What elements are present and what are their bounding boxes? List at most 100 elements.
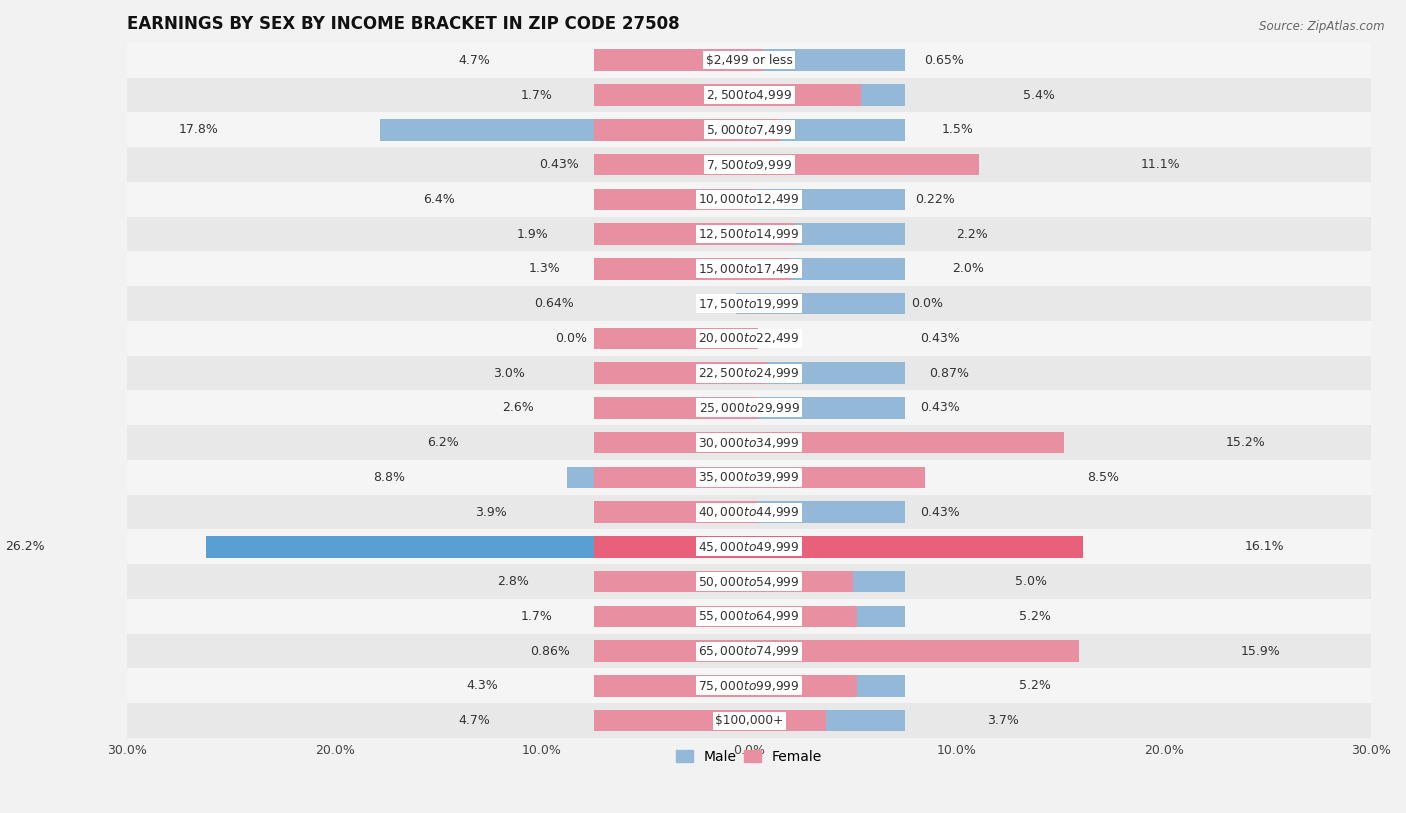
Bar — [740, 154, 904, 176]
Bar — [128, 564, 1371, 599]
Text: 15.2%: 15.2% — [1226, 436, 1265, 449]
Bar — [128, 217, 1371, 251]
Bar — [128, 599, 1371, 633]
Text: $25,000 to $29,999: $25,000 to $29,999 — [699, 401, 800, 415]
Text: $50,000 to $54,999: $50,000 to $54,999 — [699, 575, 800, 589]
Text: 17.8%: 17.8% — [179, 124, 218, 137]
Bar — [593, 710, 825, 732]
Bar — [723, 258, 904, 280]
Bar — [593, 606, 858, 627]
Text: 15.9%: 15.9% — [1240, 645, 1281, 658]
Bar — [620, 432, 904, 454]
Bar — [668, 502, 904, 523]
Bar — [128, 494, 1371, 529]
Text: $12,500 to $14,999: $12,500 to $14,999 — [699, 227, 800, 241]
Text: 0.0%: 0.0% — [555, 332, 588, 345]
Bar — [128, 668, 1371, 703]
Text: 2.8%: 2.8% — [498, 575, 530, 588]
Bar — [593, 641, 1078, 662]
Text: $75,000 to $99,999: $75,000 to $99,999 — [699, 679, 800, 693]
Text: 1.9%: 1.9% — [516, 228, 548, 241]
Bar — [593, 571, 853, 593]
Text: 4.7%: 4.7% — [458, 54, 491, 67]
Text: 1.3%: 1.3% — [529, 263, 561, 276]
Text: Source: ZipAtlas.com: Source: ZipAtlas.com — [1260, 20, 1385, 33]
Bar — [567, 467, 904, 488]
Bar — [593, 85, 860, 106]
Text: 3.9%: 3.9% — [475, 506, 506, 519]
Text: $7,500 to $9,999: $7,500 to $9,999 — [706, 158, 792, 172]
Bar — [593, 502, 758, 523]
Bar — [593, 363, 768, 384]
Text: 26.2%: 26.2% — [4, 541, 45, 554]
Bar — [593, 189, 754, 210]
Text: 5.0%: 5.0% — [1015, 575, 1046, 588]
Text: $35,000 to $39,999: $35,000 to $39,999 — [699, 471, 800, 485]
Text: 5.2%: 5.2% — [1019, 680, 1050, 693]
Text: 4.7%: 4.7% — [458, 714, 491, 727]
Bar — [593, 224, 794, 245]
Text: $30,000 to $34,999: $30,000 to $34,999 — [699, 436, 800, 450]
Bar — [128, 633, 1371, 668]
Bar — [128, 147, 1371, 182]
Text: $2,499 or less: $2,499 or less — [706, 54, 793, 67]
Text: 8.5%: 8.5% — [1087, 471, 1119, 484]
Text: 3.7%: 3.7% — [987, 714, 1019, 727]
Bar — [593, 536, 1083, 558]
Text: 0.87%: 0.87% — [929, 367, 969, 380]
Text: $20,000 to $22,499: $20,000 to $22,499 — [699, 332, 800, 346]
Bar — [714, 85, 904, 106]
Bar — [128, 112, 1371, 147]
Text: 2.2%: 2.2% — [956, 228, 988, 241]
Bar — [593, 397, 758, 419]
Text: $45,000 to $49,999: $45,000 to $49,999 — [699, 540, 800, 554]
Bar — [128, 425, 1371, 460]
Bar — [207, 536, 904, 558]
Text: 5.2%: 5.2% — [1019, 610, 1050, 623]
Text: $65,000 to $74,999: $65,000 to $74,999 — [699, 644, 800, 658]
Bar — [652, 710, 904, 732]
Text: $100,000+: $100,000+ — [716, 714, 783, 727]
Text: 6.2%: 6.2% — [427, 436, 458, 449]
Text: 0.64%: 0.64% — [534, 297, 574, 310]
Text: 0.22%: 0.22% — [915, 193, 955, 206]
Text: 0.43%: 0.43% — [538, 158, 578, 171]
Text: 0.0%: 0.0% — [911, 297, 943, 310]
Text: 0.86%: 0.86% — [530, 645, 569, 658]
Bar — [593, 467, 925, 488]
Bar — [692, 571, 904, 593]
Text: 1.5%: 1.5% — [942, 124, 974, 137]
Bar — [735, 293, 904, 315]
Legend: Male, Female: Male, Female — [671, 744, 828, 769]
Bar — [731, 641, 904, 662]
Bar — [128, 529, 1371, 564]
Bar — [128, 286, 1371, 321]
Bar — [696, 397, 904, 419]
Text: 0.43%: 0.43% — [920, 332, 959, 345]
Bar — [710, 224, 904, 245]
Text: 16.1%: 16.1% — [1244, 541, 1284, 554]
Text: 4.3%: 4.3% — [467, 680, 498, 693]
Bar — [593, 154, 979, 176]
Text: 0.65%: 0.65% — [924, 54, 965, 67]
Bar — [128, 703, 1371, 738]
Text: 0.43%: 0.43% — [920, 506, 959, 519]
Text: $10,000 to $12,499: $10,000 to $12,499 — [699, 193, 800, 207]
Bar — [128, 182, 1371, 217]
Bar — [128, 251, 1371, 286]
Text: 6.4%: 6.4% — [423, 193, 454, 206]
Text: 3.0%: 3.0% — [494, 367, 526, 380]
Text: 0.43%: 0.43% — [920, 402, 959, 415]
Text: 2.0%: 2.0% — [952, 263, 984, 276]
Bar — [659, 675, 904, 697]
Bar — [128, 78, 1371, 112]
Text: 8.8%: 8.8% — [373, 471, 405, 484]
Bar — [688, 363, 904, 384]
Bar — [128, 321, 1371, 355]
Text: 5.4%: 5.4% — [1022, 89, 1054, 102]
Bar — [128, 460, 1371, 494]
Text: EARNINGS BY SEX BY INCOME BRACKET IN ZIP CODE 27508: EARNINGS BY SEX BY INCOME BRACKET IN ZIP… — [128, 15, 681, 33]
Bar — [128, 43, 1371, 78]
Text: $40,000 to $44,999: $40,000 to $44,999 — [699, 505, 800, 519]
Bar — [593, 675, 858, 697]
